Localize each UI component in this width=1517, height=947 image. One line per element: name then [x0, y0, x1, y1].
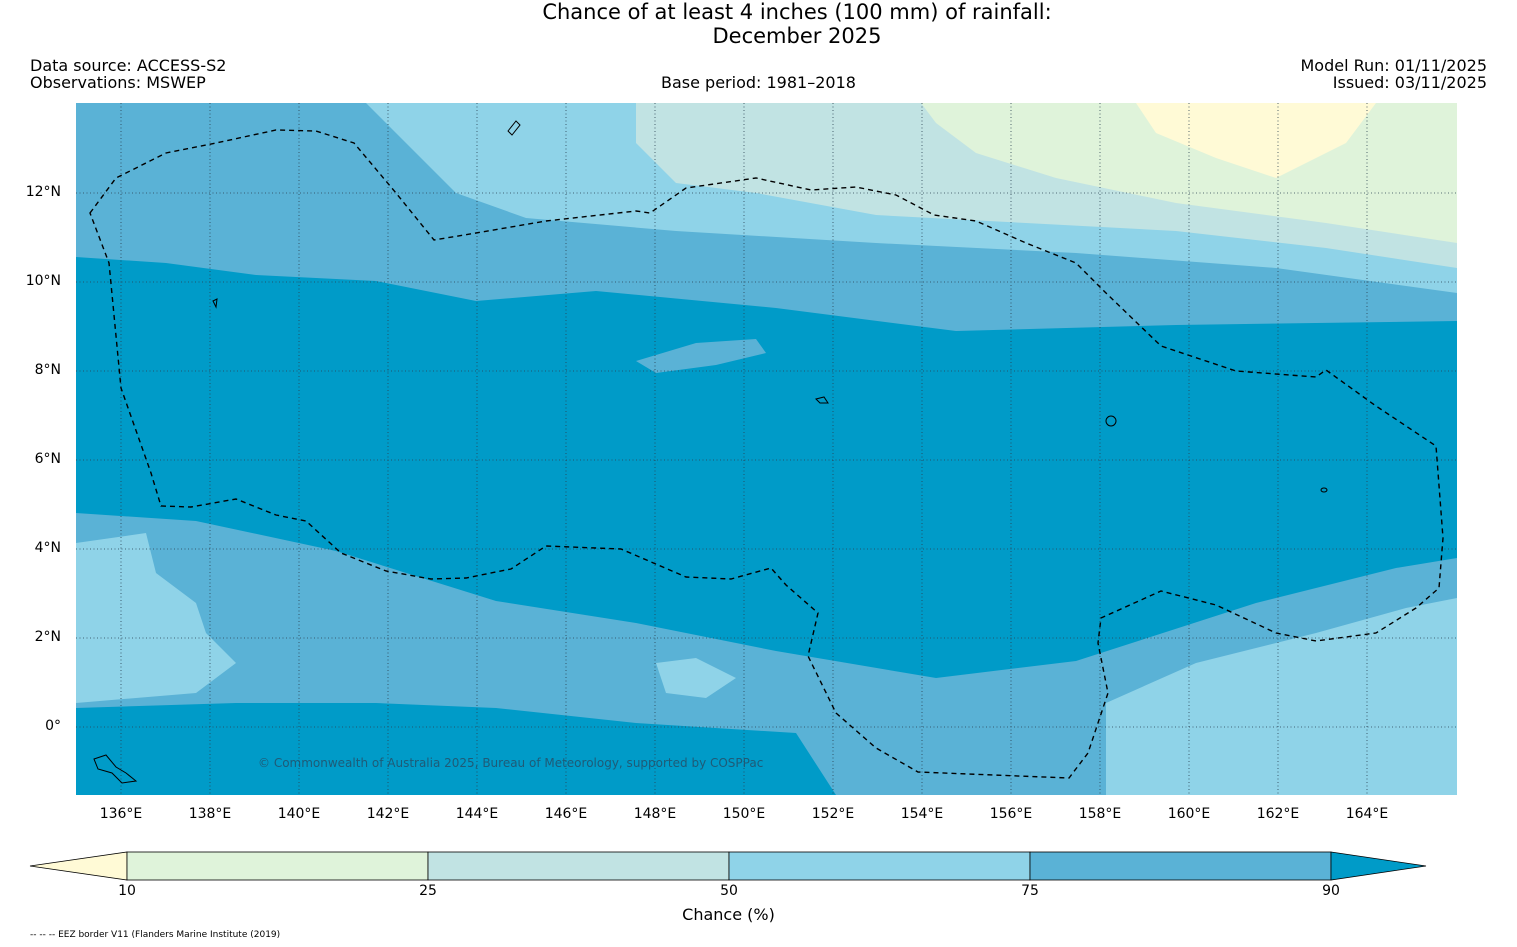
colorbar-tick: 25	[419, 883, 437, 899]
lon-tick: 148°E	[633, 806, 677, 822]
colorbar-tick: 75	[1021, 883, 1039, 899]
lat-tick: 0°	[45, 718, 61, 734]
lon-tick: 142°E	[366, 806, 410, 822]
lat-tick: 2°N	[34, 629, 61, 645]
new-ireland-island	[93, 754, 138, 784]
data-source: Data source: ACCESS-S2	[30, 56, 227, 75]
guam-island	[507, 120, 521, 136]
lon-tick: 164°E	[1345, 806, 1389, 822]
colorbar-band-25-50	[427, 851, 730, 881]
lat-tick: 4°N	[34, 540, 61, 556]
palau-island	[212, 298, 218, 309]
colorbar-label: Chance (%)	[682, 905, 775, 924]
map-title-line2: December 2025	[712, 24, 882, 48]
lon-tick: 150°E	[722, 806, 766, 822]
copyright-notice: © Commonwealth of Australia 2025, Bureau…	[258, 756, 764, 770]
lon-tick: 158°E	[1078, 806, 1122, 822]
lon-tick: 138°E	[188, 806, 232, 822]
lon-tick: 152°E	[811, 806, 855, 822]
colorbar-band-50-75	[728, 851, 1031, 881]
lon-tick: 162°E	[1256, 806, 1300, 822]
lat-tick: 8°N	[34, 362, 61, 378]
colorbar-band-10-25	[126, 851, 429, 881]
chuuk-island	[815, 396, 829, 404]
band-lt10-north	[1136, 103, 1376, 178]
model-run: Model Run: 01/11/2025	[1300, 56, 1488, 75]
map-title-line1: Chance of at least 4 inches (100 mm) of …	[542, 0, 1052, 24]
lon-tick: 156°E	[989, 806, 1033, 822]
colorbar	[29, 851, 1427, 881]
lon-tick: 160°E	[1167, 806, 1211, 822]
colorbar-band-lt10	[29, 851, 128, 881]
lat-tick: 10°N	[25, 273, 61, 289]
pohnpei-island	[1105, 415, 1117, 427]
colorbar-band-gt90	[1330, 851, 1427, 881]
lat-tick: 12°N	[25, 184, 61, 200]
lon-tick: 136°E	[99, 806, 143, 822]
colorbar-tick: 50	[720, 883, 738, 899]
lat-tick: 6°N	[34, 451, 61, 467]
band-50-75-southwest	[76, 533, 236, 703]
islands	[93, 120, 1328, 784]
kosrae-island	[1320, 487, 1328, 493]
base-period: Base period: 1981–2018	[661, 73, 856, 92]
band-50-75-southeast	[1106, 598, 1457, 795]
observations: Observations: MSWEP	[30, 73, 206, 92]
lon-tick: 154°E	[900, 806, 944, 822]
lon-tick: 140°E	[277, 806, 321, 822]
colorbar-tick: 10	[118, 883, 136, 899]
colorbar-tick: 90	[1322, 883, 1340, 899]
lon-tick: 146°E	[544, 806, 588, 822]
eez-footnote: -- -- -- EEZ border V11 (Flanders Marine…	[30, 930, 281, 940]
band-75-90-central-patch	[636, 339, 766, 373]
colorbar-band-75-90	[1029, 851, 1332, 881]
lon-tick: 144°E	[455, 806, 499, 822]
issued-date: Issued: 03/11/2025	[1332, 73, 1487, 92]
eez-border	[89, 129, 1444, 779]
band-50-75-south-central	[656, 658, 736, 698]
graticule	[76, 103, 1457, 795]
rainfall-probability-map	[76, 103, 1457, 795]
